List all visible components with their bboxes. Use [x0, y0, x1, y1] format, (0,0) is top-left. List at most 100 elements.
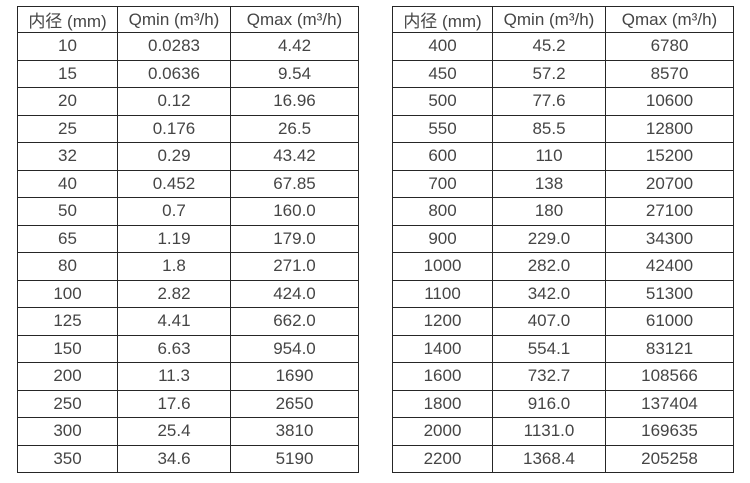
qmin-cell: 17.6 [117, 389, 231, 418]
qmin-cell: 0.176 [117, 114, 231, 143]
table-row: 50 0.7 160.0 [17, 197, 359, 226]
qmin-cell: 229.0 [492, 224, 606, 253]
qmin-column-header: Qmin (m³/h) [117, 6, 231, 33]
qmin-cell: 732.7 [492, 362, 606, 391]
diameter-cell: 550 [392, 114, 493, 143]
diameter-cell: 150 [17, 334, 118, 363]
diameter-cell: 40 [17, 169, 118, 198]
diameter-cell: 50 [17, 197, 118, 226]
table-row: 350 34.6 5190 [17, 444, 359, 473]
qmax-cell: 67.85 [230, 169, 359, 198]
qmax-cell: 424.0 [230, 279, 359, 308]
qmax-cell: 16.96 [230, 87, 359, 116]
qmax-cell: 5190 [230, 444, 359, 473]
qmin-cell: 916.0 [492, 389, 606, 418]
qmax-cell: 20700 [605, 169, 734, 198]
diameter-cell: 900 [392, 224, 493, 253]
diameter-cell: 32 [17, 142, 118, 171]
qmin-cell: 342.0 [492, 279, 606, 308]
diameter-cell: 1200 [392, 307, 493, 336]
qmax-cell: 34300 [605, 224, 734, 253]
diameter-column-header: 内径 (mm) [17, 6, 118, 33]
qmin-cell: 554.1 [492, 334, 606, 363]
qmin-cell: 0.452 [117, 169, 231, 198]
table-row: 300 25.4 3810 [17, 417, 359, 446]
table-row: 1000 282.0 42400 [392, 252, 734, 281]
table-row: 1400 554.1 83121 [392, 334, 734, 363]
table-row: 1600 732.7 108566 [392, 362, 734, 391]
diameter-cell: 20 [17, 87, 118, 116]
diameter-cell: 1000 [392, 252, 493, 281]
table-row: 400 45.2 6780 [392, 32, 734, 61]
diameter-cell: 65 [17, 224, 118, 253]
qmin-cell: 1.19 [117, 224, 231, 253]
qmax-cell: 954.0 [230, 334, 359, 363]
qmin-cell: 138 [492, 169, 606, 198]
diameter-cell: 1400 [392, 334, 493, 363]
diameter-cell: 500 [392, 87, 493, 116]
qmin-cell: 45.2 [492, 32, 606, 61]
qmin-column-header: Qmin (m³/h) [492, 6, 606, 33]
qmax-cell: 6780 [605, 32, 734, 61]
flow-range-table-small-diameters: 内径 (mm) Qmin (m³/h) Qmax (m³/h) 10 0.0283… [17, 6, 359, 473]
qmax-cell: 137404 [605, 389, 734, 418]
qmax-cell: 108566 [605, 362, 734, 391]
diameter-cell: 350 [17, 444, 118, 473]
qmax-column-header: Qmax (m³/h) [605, 6, 734, 33]
diameter-cell: 25 [17, 114, 118, 143]
qmax-cell: 169635 [605, 417, 734, 446]
header-row: 内径 (mm) Qmin (m³/h) Qmax (m³/h) [392, 6, 734, 33]
table-row: 65 1.19 179.0 [17, 224, 359, 253]
qmin-cell: 2.82 [117, 279, 231, 308]
qmax-cell: 27100 [605, 197, 734, 226]
qmax-cell: 51300 [605, 279, 734, 308]
diameter-cell: 600 [392, 142, 493, 171]
diameter-cell: 100 [17, 279, 118, 308]
diameter-cell: 450 [392, 59, 493, 88]
qmin-cell: 0.0283 [117, 32, 231, 61]
qmax-column-header: Qmax (m³/h) [230, 6, 359, 33]
table-row: 1200 407.0 61000 [392, 307, 734, 336]
qmin-cell: 0.12 [117, 87, 231, 116]
table-row: 200 11.3 1690 [17, 362, 359, 391]
qmin-cell: 110 [492, 142, 606, 171]
qmin-cell: 180 [492, 197, 606, 226]
qmax-cell: 3810 [230, 417, 359, 446]
qmin-cell: 85.5 [492, 114, 606, 143]
qmax-cell: 4.42 [230, 32, 359, 61]
diameter-cell: 700 [392, 169, 493, 198]
diameter-cell: 2200 [392, 444, 493, 473]
diameter-cell: 2000 [392, 417, 493, 446]
qmax-cell: 15200 [605, 142, 734, 171]
qmin-cell: 0.29 [117, 142, 231, 171]
diameter-cell: 1600 [392, 362, 493, 391]
diameter-cell: 80 [17, 252, 118, 281]
qmin-cell: 11.3 [117, 362, 231, 391]
table-row: 700 138 20700 [392, 169, 734, 198]
qmax-cell: 662.0 [230, 307, 359, 336]
table-row: 1800 916.0 137404 [392, 389, 734, 418]
table-row: 2200 1368.4 205258 [392, 444, 734, 473]
qmax-cell: 205258 [605, 444, 734, 473]
qmin-cell: 25.4 [117, 417, 231, 446]
table-row: 450 57.2 8570 [392, 59, 734, 88]
header-row: 内径 (mm) Qmin (m³/h) Qmax (m³/h) [17, 6, 359, 33]
qmin-cell: 0.0636 [117, 59, 231, 88]
table-row: 20 0.12 16.96 [17, 87, 359, 116]
qmin-cell: 34.6 [117, 444, 231, 473]
diameter-cell: 10 [17, 32, 118, 61]
qmin-cell: 57.2 [492, 59, 606, 88]
qmax-cell: 1690 [230, 362, 359, 391]
qmax-cell: 83121 [605, 334, 734, 363]
table-row: 2000 1131.0 169635 [392, 417, 734, 446]
qmax-cell: 271.0 [230, 252, 359, 281]
diameter-column-header: 内径 (mm) [392, 6, 493, 33]
qmin-cell: 1368.4 [492, 444, 606, 473]
table-row: 15 0.0636 9.54 [17, 59, 359, 88]
qmin-cell: 77.6 [492, 87, 606, 116]
diameter-cell: 1100 [392, 279, 493, 308]
qmax-cell: 42400 [605, 252, 734, 281]
table-row: 10 0.0283 4.42 [17, 32, 359, 61]
table-row: 250 17.6 2650 [17, 389, 359, 418]
table-row: 600 110 15200 [392, 142, 734, 171]
